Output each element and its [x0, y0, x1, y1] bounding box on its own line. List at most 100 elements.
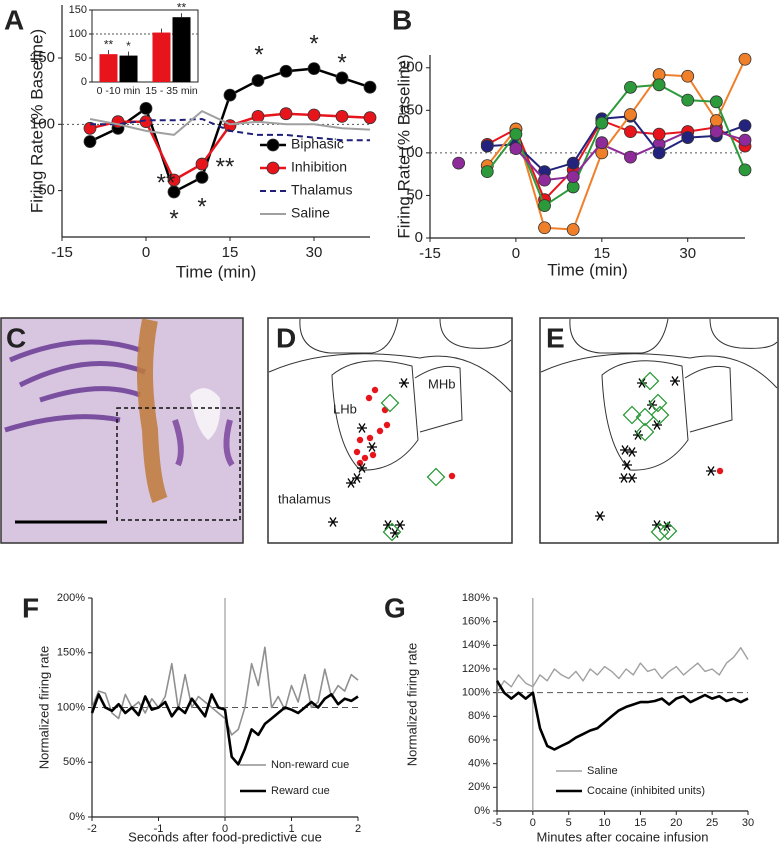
- legend-label: Saline: [587, 765, 618, 777]
- y-tick-label: 100: [69, 28, 87, 40]
- series-line: [486, 58, 746, 231]
- x-tick-label: 0: [530, 817, 536, 829]
- y-tick-label: 150: [69, 4, 87, 16]
- tissue-layer: [4, 339, 146, 433]
- significance-mark: *: [197, 193, 206, 220]
- atlas-panel: D LHb MHb thalamus: [267, 317, 513, 544]
- data-point: [279, 64, 293, 78]
- bar: [99, 54, 118, 82]
- data-point: [538, 199, 551, 213]
- site-dot: [366, 434, 374, 442]
- y-tick-label: 100%: [462, 687, 490, 699]
- brain-outline: [540, 318, 778, 471]
- significance-mark: **: [216, 153, 235, 180]
- site-diamond: [640, 371, 660, 391]
- y-tick-label: 0%: [69, 811, 85, 823]
- site-diamond: [382, 522, 402, 542]
- site-asterisk: [328, 517, 338, 527]
- legend-label: Non-reward cue: [271, 759, 349, 771]
- x-tick-label: 30: [742, 817, 754, 829]
- x-tick-label: 20: [670, 817, 682, 829]
- data-point: [652, 78, 666, 92]
- y-tick-label: 50: [406, 186, 423, 203]
- data-point: [251, 109, 265, 123]
- x-tick-label: 0: [142, 244, 150, 261]
- x-tick-label: 10: [598, 817, 610, 829]
- panel-label: A: [4, 4, 24, 35]
- y-tick-label: 80%: [468, 710, 490, 722]
- y-axis-label: Normalized firing rate: [404, 643, 419, 767]
- x-tick-label: -15: [51, 244, 73, 261]
- site-dot: [356, 459, 364, 467]
- data-point: [335, 109, 349, 123]
- region-label: MHb: [428, 376, 455, 391]
- series-line: [89, 110, 371, 136]
- data-point: [709, 95, 723, 109]
- y-tick-label: 100%: [57, 701, 85, 713]
- bar: [172, 17, 191, 83]
- data-point: [83, 135, 97, 148]
- site-diamond: [635, 407, 655, 427]
- significance-mark: **: [104, 37, 114, 51]
- y-tick-label: 200%: [57, 592, 85, 604]
- histology-panel: C: [0, 317, 244, 544]
- x-tick-label: 15: [634, 817, 646, 829]
- legend-label: Thalamus: [291, 182, 352, 198]
- atlas-panel: E: [539, 317, 779, 544]
- data-point: [681, 131, 695, 144]
- bar: [119, 55, 138, 82]
- y-tick-label: 50: [38, 182, 55, 199]
- x-tick-label: 0: [222, 823, 228, 835]
- inset-box: [116, 407, 241, 521]
- site-dot: [376, 427, 384, 435]
- series-line: [90, 118, 370, 142]
- site-diamond: [380, 393, 400, 413]
- y-tick-label: 160%: [462, 616, 490, 628]
- data-point: [738, 133, 752, 147]
- x-tick-label: 30: [679, 245, 696, 262]
- y-tick-label: 100: [30, 115, 55, 132]
- x-tick-label: 15: [593, 245, 610, 262]
- data-point: [566, 156, 580, 170]
- y-tick-label: 50: [75, 52, 87, 64]
- y-axis-label: Firing Rate (% Baseline): [27, 29, 46, 213]
- site-diamond: [658, 521, 678, 541]
- x-axis-label: Time (min): [547, 260, 628, 279]
- panel-frame: [539, 317, 779, 544]
- significance-mark: **: [157, 169, 176, 196]
- site-asterisk: [357, 463, 367, 473]
- series-line: [495, 680, 749, 751]
- x-tick-label: 15: [222, 244, 239, 261]
- site-asterisk: [627, 473, 637, 483]
- significance-mark: *: [309, 30, 318, 57]
- site-diamond: [635, 422, 655, 442]
- data-point: [738, 163, 752, 177]
- legend-label: Cocaine (inhibited units): [587, 785, 705, 797]
- data-point: [480, 165, 494, 179]
- site-asterisk: [620, 445, 630, 455]
- data-point: [363, 111, 377, 125]
- y-tick-label: 180%: [462, 592, 490, 604]
- site-diamond: [650, 405, 670, 425]
- significance-mark: *: [254, 41, 263, 68]
- legend-label: Biphasic: [291, 136, 344, 152]
- y-tick-label: 0: [415, 229, 423, 246]
- y-tick-label: 150%: [57, 647, 85, 659]
- site-diamond: [426, 467, 446, 487]
- data-point: [139, 102, 153, 115]
- legend-label: Inhibition: [291, 159, 347, 175]
- panel-label: G: [384, 592, 406, 623]
- site-asterisk: [367, 442, 377, 452]
- data-point: [681, 93, 695, 107]
- data-point: [595, 116, 609, 130]
- site-dot: [356, 436, 364, 444]
- legend-marker: [266, 161, 280, 175]
- site-asterisk: [357, 423, 367, 433]
- panel-label: C: [6, 322, 26, 353]
- site-asterisk: [706, 466, 716, 476]
- data-point: [195, 170, 209, 184]
- data-point: [566, 223, 580, 236]
- site-dot: [716, 467, 724, 475]
- y-tick-label: 100: [398, 144, 423, 161]
